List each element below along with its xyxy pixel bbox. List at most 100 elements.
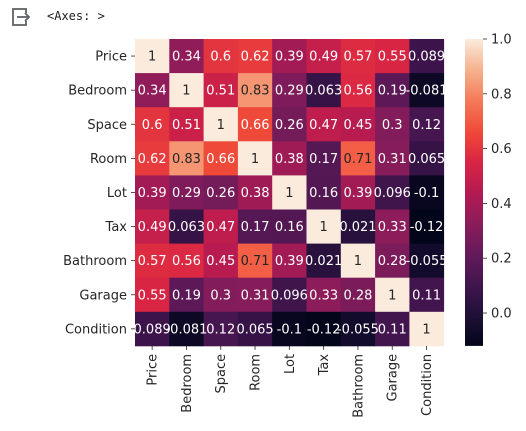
heatmap-cell: [272, 243, 307, 279]
colorbar-tick-label: 0.2: [491, 252, 512, 267]
heatmap-cell: [169, 73, 204, 108]
heatmap-cell-label: 0.56: [343, 84, 372, 99]
heatmap-cell-label: 0.47: [206, 220, 235, 235]
col-label: Space: [214, 354, 229, 394]
heatmap-cell-label: 0.49: [138, 220, 167, 235]
heatmap-cell-label: 0.17: [241, 220, 270, 235]
heatmap-cell: [306, 175, 342, 210]
heatmap-cell-label: 0.6: [210, 50, 231, 65]
heatmap-cell-label: 1: [285, 186, 293, 201]
heatmap-cell-label: 0.56: [172, 254, 201, 269]
heatmap-cell: [135, 175, 170, 210]
heatmap-cell: [272, 73, 307, 108]
heatmap-cell: [340, 243, 376, 279]
heatmap-cell-label: 1: [388, 288, 396, 303]
heatmap-cell: [203, 107, 239, 142]
heatmap-cell-label: 0.49: [309, 50, 338, 65]
output-repr-text: <Axes: >: [47, 9, 105, 23]
heatmap-cell: [306, 277, 342, 313]
row-label: Space: [87, 118, 127, 133]
heatmap-cell-label: 0.089: [408, 50, 445, 65]
col-label: Price: [146, 354, 161, 386]
heatmap-cell: [169, 209, 204, 244]
heatmap-cell-label: 0.33: [309, 288, 338, 303]
heatmap-cell-label: 1: [354, 254, 362, 269]
heatmap-cell: [237, 73, 273, 108]
colorbar-tick-label: 0.0: [491, 307, 512, 322]
heatmap-cell-label: 0.28: [343, 288, 372, 303]
heatmap-cell-label: 0.096: [374, 186, 411, 201]
heatmap-cell-label: 0.62: [241, 50, 270, 65]
heatmap-cell-label: 0.065: [408, 152, 445, 167]
heatmap-cell: [375, 73, 410, 108]
heatmap-cell-label: 0.55: [378, 50, 407, 65]
heatmap-cell: [135, 107, 170, 142]
heatmap-cell-label: 1: [422, 322, 430, 337]
heatmap-cell-label: 0.17: [309, 152, 338, 167]
heatmap-cell: [237, 209, 273, 244]
heatmap-cell-label: 1: [320, 220, 328, 235]
row-label: Tax: [105, 220, 128, 235]
heatmap-cell-label: 0.45: [206, 254, 235, 269]
heatmap-cell-label: 0.34: [172, 50, 201, 65]
heatmap-cell: [375, 175, 410, 210]
heatmap-cell-label: 0.16: [309, 186, 338, 201]
heatmap-cell-label: 0.83: [172, 152, 201, 167]
heatmap-cell-label: 0.57: [343, 50, 372, 65]
heatmap-cell-label: 1: [148, 50, 156, 65]
colorbar-ticks: 0.0 0.2 0.4 0.6 0.8 1.0: [483, 33, 512, 322]
heatmap-cell: [375, 311, 410, 347]
heatmap-row-labels: Price Bedroom Space Room Lot Tax Bathroom Garag…: [63, 50, 135, 337]
heatmap-cell-label: -0.055: [406, 254, 448, 269]
heatmap-cell-label: 0.065: [236, 322, 273, 337]
heatmap-cell: [409, 141, 445, 176]
heatmap-cell: [306, 243, 342, 279]
heatmap-cell: [409, 175, 445, 210]
heatmap-cell: [409, 209, 445, 244]
heatmap-cell-label: 0.096: [271, 288, 308, 303]
heatmap-cell: [375, 243, 410, 279]
heatmap-cell: [169, 39, 204, 74]
heatmap-cell-label: 0.39: [343, 186, 372, 201]
row-label: Condition: [65, 322, 127, 337]
heatmap-cell-label: 0.38: [275, 152, 304, 167]
heatmap-cell-label: 0.57: [138, 254, 167, 269]
col-label: Room: [249, 354, 264, 391]
row-label: Bathroom: [63, 254, 127, 269]
heatmap-cell: [203, 311, 239, 347]
heatmap-cell-label: 0.39: [275, 254, 304, 269]
heatmap-cell: [237, 39, 273, 74]
heatmap-cell-label: 0.28: [378, 254, 407, 269]
heatmap-cell-label: 0.31: [378, 152, 407, 167]
heatmap-cell-label: 0.6: [142, 118, 163, 133]
heatmap-cell: [203, 141, 239, 176]
row-label: Garage: [79, 288, 127, 303]
heatmap-cell-label: 0.39: [275, 50, 304, 65]
col-label: Lot: [283, 354, 298, 374]
heatmap-cell: [306, 107, 342, 142]
heatmap-cell: [203, 73, 239, 108]
heatmap-cell: [135, 209, 170, 244]
colorbar-tick-label: 0.8: [491, 87, 512, 102]
heatmap-cell-label: 0.45: [343, 118, 372, 133]
heatmap-cell: [135, 311, 170, 347]
colorbar-tick-label: 1.0: [491, 33, 512, 48]
heatmap-cell: [237, 107, 273, 142]
output-redirect-icon[interactable]: [10, 6, 32, 28]
heatmap-cell-label: 0.089: [134, 322, 171, 337]
heatmap-cell: [135, 73, 170, 108]
heatmap-cell: [272, 141, 307, 176]
col-label: Bedroom: [180, 354, 195, 413]
colorbar-tick-label: 0.6: [491, 142, 512, 157]
heatmap-cell-label: 0.39: [138, 186, 167, 201]
heatmap-cell-label: -0.055: [337, 322, 379, 337]
colorbar-tick-label: 0.4: [491, 197, 512, 212]
heatmap-cell: [169, 277, 204, 313]
heatmap-cell: [237, 243, 273, 279]
heatmap-cell: [409, 107, 445, 142]
heatmap-cell: [409, 243, 445, 279]
heatmap-cell: [135, 141, 170, 176]
row-label: Bedroom: [68, 84, 127, 99]
